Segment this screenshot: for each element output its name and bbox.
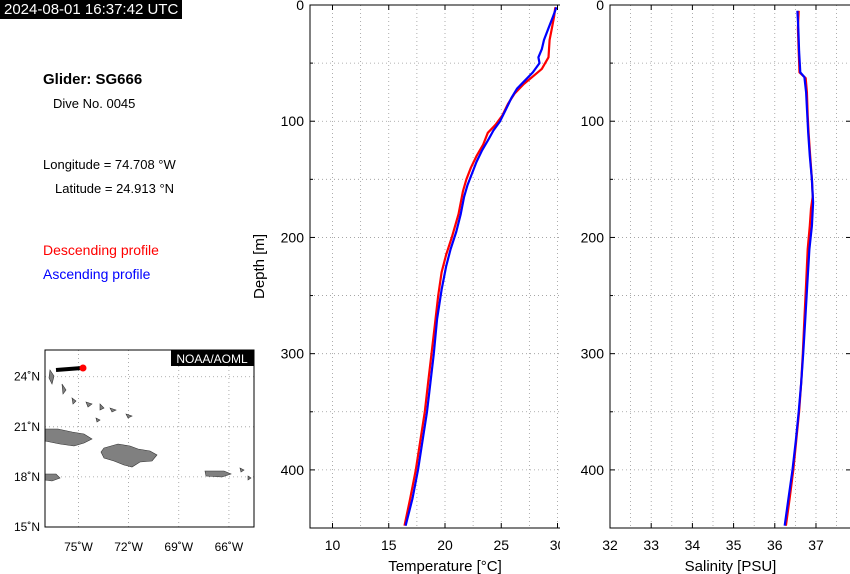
y-tick-label: 100 bbox=[581, 113, 605, 129]
x-tick-label: 35 bbox=[726, 537, 742, 553]
map-lon-label: 69˚W bbox=[164, 540, 193, 554]
y-tick-label: 300 bbox=[281, 346, 305, 362]
x-tick-label: 36 bbox=[767, 537, 783, 553]
glider-position-dot bbox=[79, 364, 87, 372]
timestamp: 2024-08-01 16:37:42 UTC bbox=[0, 0, 183, 19]
x-axis-label: Temperature [°C] bbox=[388, 558, 502, 574]
salinity-chart: 0 100 200 300 400 32 33 34 35 36 37 Salinity [PSU] bbox=[581, 0, 850, 574]
location-map: NOAA/AOML 24˚N 21˚N 18˚N 15˚N 75˚W 72˚W 69˚W 6… bbox=[14, 349, 255, 554]
x-tick-label: 30 bbox=[550, 537, 560, 553]
tick-layer: 0 100 200 300 400 10 15 20 25 30 bbox=[281, 0, 560, 553]
y-tick-label: 400 bbox=[581, 462, 605, 478]
x-tick-label: 34 bbox=[685, 537, 701, 553]
y-tick-label: 0 bbox=[296, 0, 304, 13]
map-lat-label: 18˚N bbox=[14, 470, 40, 484]
bahamas-islands bbox=[48, 369, 252, 481]
hispaniola-island bbox=[100, 443, 158, 468]
map-lat-label: 24˚N bbox=[14, 370, 40, 384]
grid-lines bbox=[609, 4, 850, 529]
series-line-ascending bbox=[404, 6, 558, 526]
x-tick-label: 25 bbox=[493, 537, 509, 553]
temperature-chart: 0 100 200 300 400 10 15 20 25 30 Temperature [°C]… bbox=[251, 0, 560, 574]
y-tick-label: 0 bbox=[596, 0, 604, 13]
x-tick-label: 37 bbox=[808, 537, 824, 553]
map-badge-text: NOAA/AOML bbox=[176, 352, 248, 366]
longitude-readout: Longitude = 74.708 °W bbox=[43, 157, 176, 172]
y-tick-label: 200 bbox=[581, 229, 605, 245]
dive-number: Dive No. 0045 bbox=[53, 96, 136, 111]
map-frame bbox=[44, 349, 255, 528]
x-axis-label: Salinity [PSU] bbox=[685, 558, 777, 574]
cuba-island bbox=[45, 428, 93, 447]
glider-title: Glider: SG666 bbox=[43, 71, 143, 88]
map-lon-label: 75˚W bbox=[64, 540, 93, 554]
y-tick-label: 400 bbox=[281, 462, 305, 478]
track-line bbox=[55, 366, 83, 372]
legend-ascending: Ascending profile bbox=[43, 266, 151, 282]
series-layer bbox=[403, 6, 558, 526]
series-line-ascending bbox=[783, 10, 815, 526]
map-lat-label: 21˚N bbox=[14, 420, 40, 434]
map-lon-label: 72˚W bbox=[114, 540, 143, 554]
map-badge bbox=[171, 350, 254, 366]
puerto-rico-island bbox=[204, 470, 232, 478]
series-layer bbox=[783, 10, 815, 526]
x-tick-label: 33 bbox=[643, 537, 659, 553]
latitude-readout: Latitude = 24.913 °N bbox=[55, 181, 175, 196]
series-line-descending bbox=[403, 7, 557, 526]
y-tick-label: 100 bbox=[281, 113, 305, 129]
map-lat-labels: 24˚N 21˚N 18˚N 15˚N bbox=[14, 370, 40, 534]
plot-frame bbox=[609, 4, 850, 529]
x-tick-label: 10 bbox=[325, 537, 341, 553]
y-tick-label: 300 bbox=[581, 346, 605, 362]
legend-descending: Descending profile bbox=[43, 242, 159, 258]
tick-layer: 0 100 200 300 400 32 33 34 35 36 37 bbox=[581, 0, 850, 553]
jamaica-island bbox=[45, 473, 61, 482]
map-lat-label: 15˚N bbox=[14, 520, 40, 534]
y-axis-label: Depth [m] bbox=[251, 234, 268, 299]
map-lon-labels: 75˚W 72˚W 69˚W 66˚W bbox=[64, 540, 244, 554]
map-lon-label: 66˚W bbox=[215, 540, 244, 554]
x-tick-label: 32 bbox=[602, 537, 618, 553]
x-tick-label: 15 bbox=[381, 537, 397, 553]
x-tick-label: 20 bbox=[437, 537, 453, 553]
glider-track bbox=[55, 364, 87, 372]
y-tick-label: 200 bbox=[281, 229, 305, 245]
map-land bbox=[45, 369, 252, 482]
